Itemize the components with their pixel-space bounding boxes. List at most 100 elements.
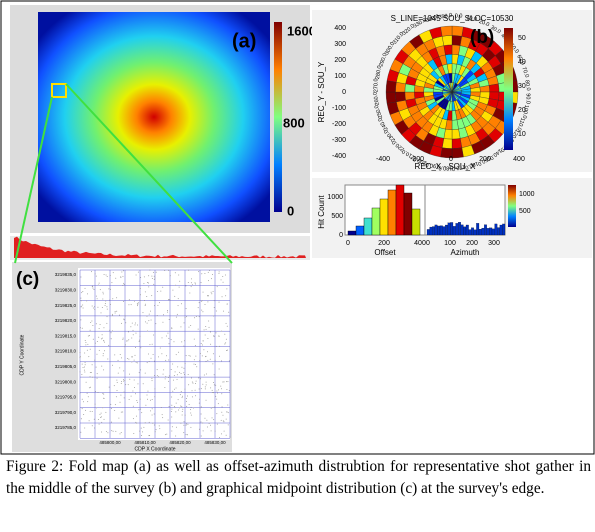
midpoint [101,337,103,339]
angle-label: 50.0 [508,43,519,55]
midpoint [220,385,222,387]
midpoint [203,329,205,331]
midpoint [219,345,221,347]
midpoint [203,349,205,351]
midpoint [112,364,114,366]
midpoint [120,276,122,278]
offset-bar [387,189,397,236]
angle-label: 110.0 [515,117,525,132]
midpoint [150,410,152,412]
midpoint [195,380,197,382]
midpoint [86,349,88,351]
midpoint [108,288,110,290]
midpoint [200,282,202,284]
midpoint [103,369,105,371]
midpoint [81,408,83,410]
midpoint [94,359,96,361]
y-tick-label: 3219830,0 [55,287,77,292]
midpoint [202,430,204,432]
midpoint [166,310,168,312]
midpoint [191,396,193,398]
midpoint [193,359,195,361]
midpoint [189,292,191,294]
y-tick-label: 3219805,0 [55,364,77,369]
zoom-line [14,96,53,264]
midpoint [123,270,125,272]
angle-label: 190.0 [425,161,440,169]
midpoint [146,281,148,283]
midpoint [180,326,182,328]
midpoint [204,388,206,390]
midpoint [192,407,194,409]
angle-label: 200.0 [413,155,428,165]
midpoint [213,336,215,338]
midpoint [140,408,142,410]
midpoint [115,396,117,398]
midpoint [119,314,121,316]
midpoint [181,414,183,416]
midpoint [194,282,196,284]
midpoint [218,335,220,337]
midpoint [155,271,157,273]
midpoint [83,369,85,371]
midpoint [212,407,214,409]
angle-label: 90.0 [524,93,530,104]
midpoint [228,360,230,362]
midpoint [190,414,192,416]
midpoint [80,319,82,321]
midpoint [105,274,107,276]
midpoint [140,427,142,429]
midpoint [176,374,178,376]
midpoint [226,381,228,383]
midpoint [203,374,205,376]
azimuth-bar [473,229,477,236]
midpoint [148,282,150,284]
midpoint [164,387,166,389]
y-tick-label: 3219815,0 [55,333,77,338]
midpoint-grid: 3219835,0 3219830,0 3219825,0 3219820,0 3219… [55,269,231,445]
midpoint [198,388,200,390]
midpoint [210,430,212,432]
azimuth-bar [494,223,498,236]
x-tick-label: -200 [410,156,424,163]
midpoint [101,431,103,433]
y-tick-label: 500 [331,213,343,220]
midpoint [92,307,94,309]
angle-label: 260.0 [373,91,381,106]
midpoint [150,319,152,321]
midpoint [135,332,137,334]
midpoint [89,410,91,412]
midpoint [204,386,206,388]
x-tick-label: 485830,00 [204,440,226,445]
midpoint [225,434,227,436]
midpoint [150,310,152,312]
midpoint [222,381,224,383]
midpoint [194,389,196,391]
highlight-box [51,83,67,98]
midpoint [175,411,177,413]
midpoint [202,422,204,424]
midpoint [114,410,116,412]
midpoint [138,302,140,304]
midpoint [103,327,105,329]
midpoint [153,278,155,280]
midpoint [81,327,83,329]
midpoint [197,328,199,330]
midpoint [93,418,95,420]
midpoint [148,313,150,315]
midpoint [151,343,153,345]
midpoint [153,334,155,336]
midpoint [120,394,122,396]
panel-label: (a) [232,30,256,52]
midpoint [171,430,173,432]
midpoint [87,343,89,345]
midpoint [168,359,170,361]
midpoint [163,369,165,371]
polar-cell [385,91,397,104]
midpoint [92,338,94,340]
midpoint [205,356,207,358]
midpoint [220,360,222,362]
midpoint [94,403,96,405]
midpoint [200,435,202,437]
midpoint [229,436,231,438]
